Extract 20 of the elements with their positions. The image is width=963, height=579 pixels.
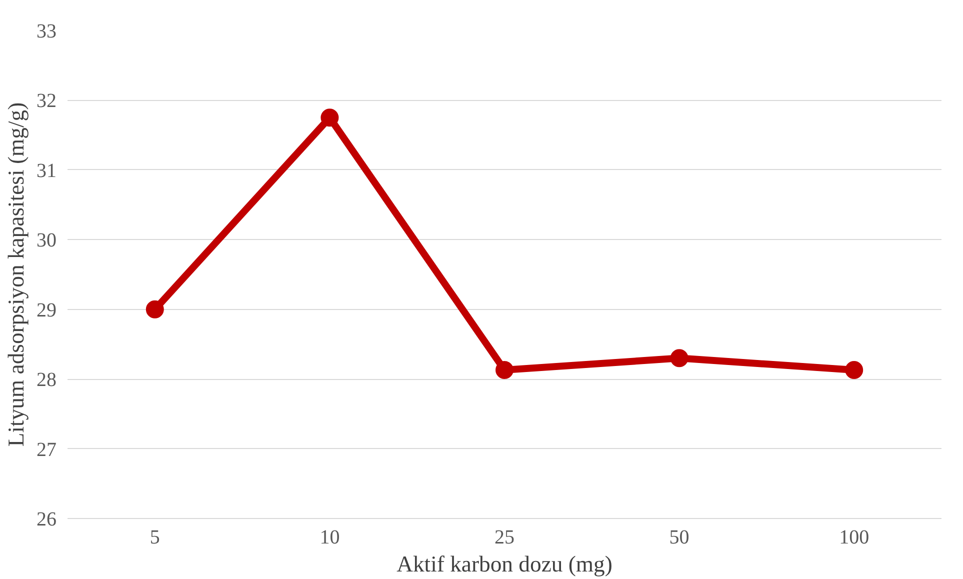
- y-tick-label: 32: [36, 90, 56, 112]
- y-tick-label: 31: [36, 160, 56, 182]
- point: [146, 300, 164, 318]
- y-tick-label: 29: [36, 299, 56, 322]
- y-tick-label: 27: [36, 438, 56, 461]
- y-tick-label: 26: [36, 508, 56, 530]
- x-tick-label: 5: [150, 526, 160, 548]
- point: [845, 361, 864, 379]
- x-axis-title: Aktif karbon dozu (mg): [396, 552, 612, 576]
- x-tick-label: 10: [320, 526, 340, 548]
- x-tick-label: 50: [669, 526, 690, 548]
- y-tick-label: 33: [36, 20, 56, 42]
- y-tick-label: 30: [36, 230, 56, 252]
- point: [670, 349, 688, 368]
- y-axis-title: Lityum adsorpsiyon kapasitesi (mg/g): [4, 102, 28, 447]
- x-tick-label: 25: [494, 526, 514, 548]
- point: [496, 361, 514, 379]
- x-tick-label: 100: [839, 526, 870, 548]
- point: [320, 108, 339, 127]
- y-tick-label: 28: [36, 369, 56, 392]
